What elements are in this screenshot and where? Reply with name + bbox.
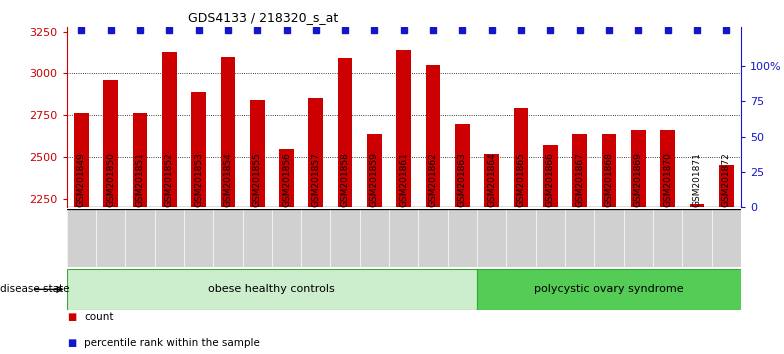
Bar xyxy=(103,80,118,207)
Bar xyxy=(250,100,264,207)
Text: GDS4133 / 218320_s_at: GDS4133 / 218320_s_at xyxy=(188,11,338,24)
Bar xyxy=(572,133,587,207)
Bar xyxy=(279,149,294,207)
Text: ■: ■ xyxy=(67,338,76,348)
Text: percentile rank within the sample: percentile rank within the sample xyxy=(84,338,260,348)
Text: disease state: disease state xyxy=(0,284,70,295)
Bar xyxy=(397,50,411,207)
Bar xyxy=(67,269,477,310)
Bar xyxy=(74,114,89,207)
Bar xyxy=(485,154,499,207)
Text: count: count xyxy=(84,312,114,322)
Bar xyxy=(162,52,176,207)
Bar xyxy=(455,124,470,207)
Bar xyxy=(367,133,382,207)
Bar xyxy=(308,98,323,207)
Bar xyxy=(601,133,616,207)
Text: obese healthy controls: obese healthy controls xyxy=(209,284,336,295)
Text: ■: ■ xyxy=(67,312,76,322)
Bar xyxy=(191,92,206,207)
Bar xyxy=(220,57,235,207)
Bar xyxy=(690,204,704,207)
Bar xyxy=(543,145,557,207)
Bar xyxy=(338,58,353,207)
Bar xyxy=(514,108,528,207)
Bar xyxy=(719,165,734,207)
Bar xyxy=(660,130,675,207)
Bar xyxy=(477,269,741,310)
Bar xyxy=(132,114,147,207)
Text: polycystic ovary syndrome: polycystic ovary syndrome xyxy=(534,284,684,295)
Bar xyxy=(631,130,645,207)
Bar xyxy=(426,65,441,207)
